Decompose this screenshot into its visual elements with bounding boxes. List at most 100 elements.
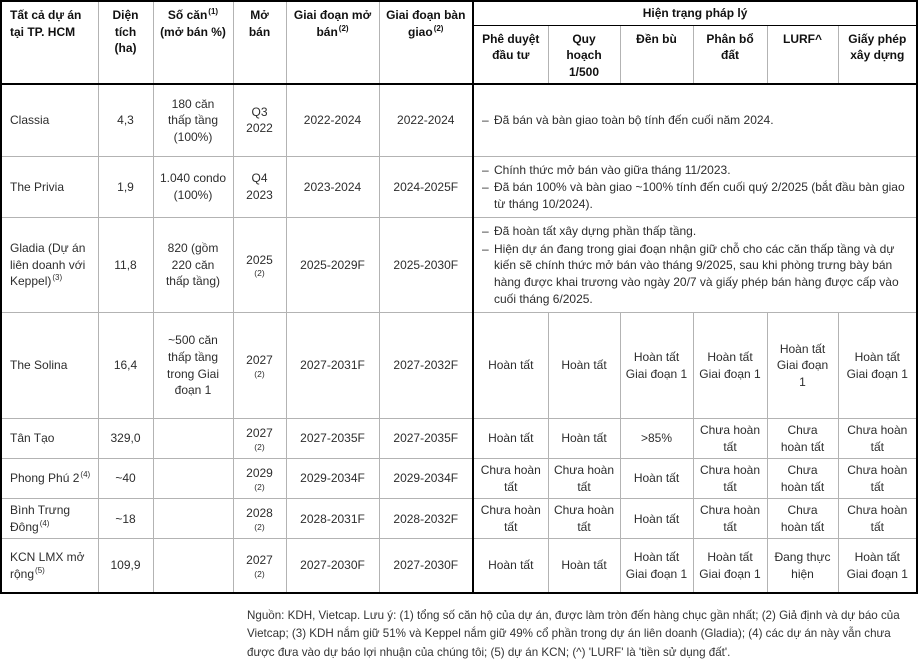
project-name: Phong Phú 2	[10, 471, 80, 486]
table-row: The Solina 16,4 ~500 căn thấp tầng trong G…	[1, 312, 918, 419]
col-header-units-sublabel: (mở bán %)	[160, 24, 226, 39]
sale-phase-cell: 2022-2024	[285, 83, 379, 157]
project-name-cell: Bình Trưng Đông(4)	[1, 498, 98, 539]
units-cell	[152, 418, 233, 459]
legal-status-cell: Chưa hoàn tất	[766, 458, 838, 499]
legal-status-cell: Hoàn tất	[547, 418, 620, 459]
legal-status-cell: Hoàn tất Giai đoạn 1	[692, 312, 767, 419]
project-name: Bình Trưng Đông	[10, 503, 71, 534]
sale-phase-cell: 2025-2029F	[285, 217, 379, 313]
legal-status-cell: Hoàn tất Giai đoạn 1	[619, 312, 693, 419]
project-name: Gladia (Dự án liên doanh với Keppel)	[10, 241, 86, 289]
open-year-cell: Q3 2022	[232, 83, 286, 157]
col-header-open: Mở bán	[232, 1, 286, 85]
units-cell: ~500 căn thấp tầng trong Giai đoạn 1	[152, 312, 233, 419]
project-name: KCN LMX mở rộng	[10, 550, 85, 581]
note-bullet: –	[482, 241, 489, 256]
table-row: Bình Trưng Đông(4) ~18 2028 (2) 2028-2031F 20…	[1, 498, 918, 539]
handover-phase-cell: 2025-2030F	[378, 217, 473, 313]
col-header-project: Tất cả dự án tại TP. HCM	[1, 1, 98, 84]
col-header-area: Diện tích (ha)	[97, 1, 153, 85]
legal-status-cell: Hoàn tất Giai đoạn 1	[692, 538, 767, 593]
handover-phase-cell: 2022-2024	[378, 83, 473, 157]
col-header-legal-lurf: LURF^	[766, 25, 838, 85]
legal-status-cell: Hoàn tất Giai đoạn 1	[619, 538, 693, 593]
units-cell: 180 căn thấp tầng (100%)	[152, 83, 233, 157]
open-year-cell: 2025 (2)	[232, 217, 286, 313]
open-year-cell: 2028 (2)	[232, 498, 286, 539]
col-header-legal-land-allocation: Phân bổ đất	[692, 25, 767, 85]
col-header-legal-group: Hiện trạng pháp lý	[471, 1, 918, 26]
project-name: The Privia	[10, 179, 65, 194]
sale-phase-cell: 2023-2024	[285, 155, 379, 218]
open-year: 2029	[246, 466, 273, 481]
table-header: Tất cả dự án tại TP. HCM Diện tích (ha) …	[1, 1, 918, 85]
col-header-open-label: Mở bán	[248, 8, 271, 39]
sale-phase-cell: 2029-2034F	[285, 458, 379, 499]
legal-status-cell: Chưa hoàn tất	[837, 498, 918, 539]
legal-status-cell: Chưa hoàn tất	[547, 458, 620, 499]
note-text: Hiện dự án đang trong giai đoạn nhận giữ…	[494, 241, 899, 306]
legal-status-cell: Chưa hoàn tất	[472, 498, 548, 539]
legal-status-cell: Chưa hoàn tất	[472, 458, 548, 499]
table-row: Gladia (Dự án liên doanh với Keppel)(3) 1…	[1, 217, 918, 313]
open-year-cell: 2029 (2)	[232, 458, 286, 499]
note-text: Chính thức mở bán vào giữa tháng 11/2023…	[494, 162, 731, 177]
project-name-cell: Phong Phú 2(4)	[1, 458, 98, 499]
footnote-marker: (5)	[35, 565, 45, 575]
note-bullet: –	[482, 180, 489, 195]
note-bullet: –	[482, 162, 489, 177]
note-item: – Chính thức mở bán vào giữa tháng 11/202…	[482, 162, 908, 179]
legal-status-cell: Hoàn tất Giai đoạn 1	[766, 312, 838, 419]
footnote-marker: (2)	[254, 368, 265, 379]
units-cell: 820 (gồm 220 căn thấp tầng)	[152, 217, 233, 313]
footnote-marker-2b: (2)	[433, 23, 444, 33]
legal-status-cell: Đang thực hiện	[766, 538, 838, 593]
footnote-marker: (2)	[254, 568, 265, 579]
area-cell: ~40	[97, 458, 153, 499]
source-note: Nguồn: KDH, Vietcap. Lưu ý: (1) tổng số …	[247, 608, 900, 659]
note-bullet: –	[482, 224, 489, 239]
table-row: Phong Phú 2(4) ~40 2029 (2) 2029-2034F 2029-2…	[1, 458, 918, 499]
project-name: Tân Tạo	[10, 431, 55, 446]
col-header-handover-phase: Giai đoạn bàn giao(2)	[378, 1, 473, 85]
col-header-legal-construction-permit: Giấy phép xây dựng	[837, 25, 918, 85]
note-item: – Đã hoàn tất xây dựng phần thấp tầng.	[482, 223, 908, 240]
footnote-marker: (2)	[254, 481, 265, 492]
open-year: 2027	[246, 353, 273, 368]
open-year-cell: 2027 (2)	[232, 418, 286, 459]
open-year: Q3 2022	[246, 104, 273, 136]
legal-status-cell: Hoàn tất	[619, 498, 693, 539]
note-text: Đã hoàn tất xây dựng phần thấp tầng.	[494, 224, 697, 239]
footnote-marker: (4)	[39, 518, 50, 528]
note-item: – Đã bán và bàn giao toàn bộ tính đến cuố…	[482, 112, 908, 129]
legal-status-cell: Hoàn tất	[472, 312, 548, 419]
table-body: Classia 4,3 180 căn thấp tầng (100%) Q3 202…	[1, 83, 918, 593]
legal-notes-cell: – Đã hoàn tất xây dựng phần thấp tầng. – Hi…	[471, 217, 918, 313]
open-year-cell: Q4 2023	[232, 155, 286, 218]
area-cell: 4,3	[97, 83, 153, 157]
units-cell	[152, 498, 233, 539]
project-name-cell: Tân Tạo	[1, 418, 98, 459]
project-name-cell: The Privia	[1, 155, 98, 218]
open-year-cell: 2027 (2)	[232, 312, 286, 419]
legal-status-cell: Chưa hoàn tất	[766, 418, 838, 459]
footnote-marker: (4)	[80, 470, 91, 480]
open-year: Q4 2023	[246, 171, 273, 202]
handover-phase-cell: 2024-2025F	[378, 155, 473, 218]
project-name: Classia	[10, 113, 50, 128]
project-name-cell: KCN LMX mở rộng(5)	[1, 538, 98, 593]
sale-phase-cell: 2027-2035F	[285, 418, 379, 459]
legal-status-cell: Hoàn tất	[547, 538, 620, 593]
legal-status-cell: Chưa hoàn tất	[547, 498, 620, 539]
footnote-marker: (2)	[254, 268, 265, 279]
col-header-sale-label: Giai đoạn mở bán	[293, 8, 372, 39]
note-item: – Hiện dự án đang trong giai đoạn nhận gi…	[482, 241, 908, 307]
handover-phase-cell: 2027-2030F	[378, 538, 473, 593]
table-row: KCN LMX mở rộng(5) 109,9 2027 (2) 2027-2030F…	[1, 538, 918, 593]
legal-status-cell: Chưa hoàn tất	[837, 418, 918, 459]
project-name: The Solina	[10, 358, 68, 373]
legal-status-cell: Chưa hoàn tất	[692, 418, 767, 459]
handover-phase-cell: 2027-2032F	[378, 312, 473, 419]
open-year-cell: 2027 (2)	[232, 538, 286, 593]
